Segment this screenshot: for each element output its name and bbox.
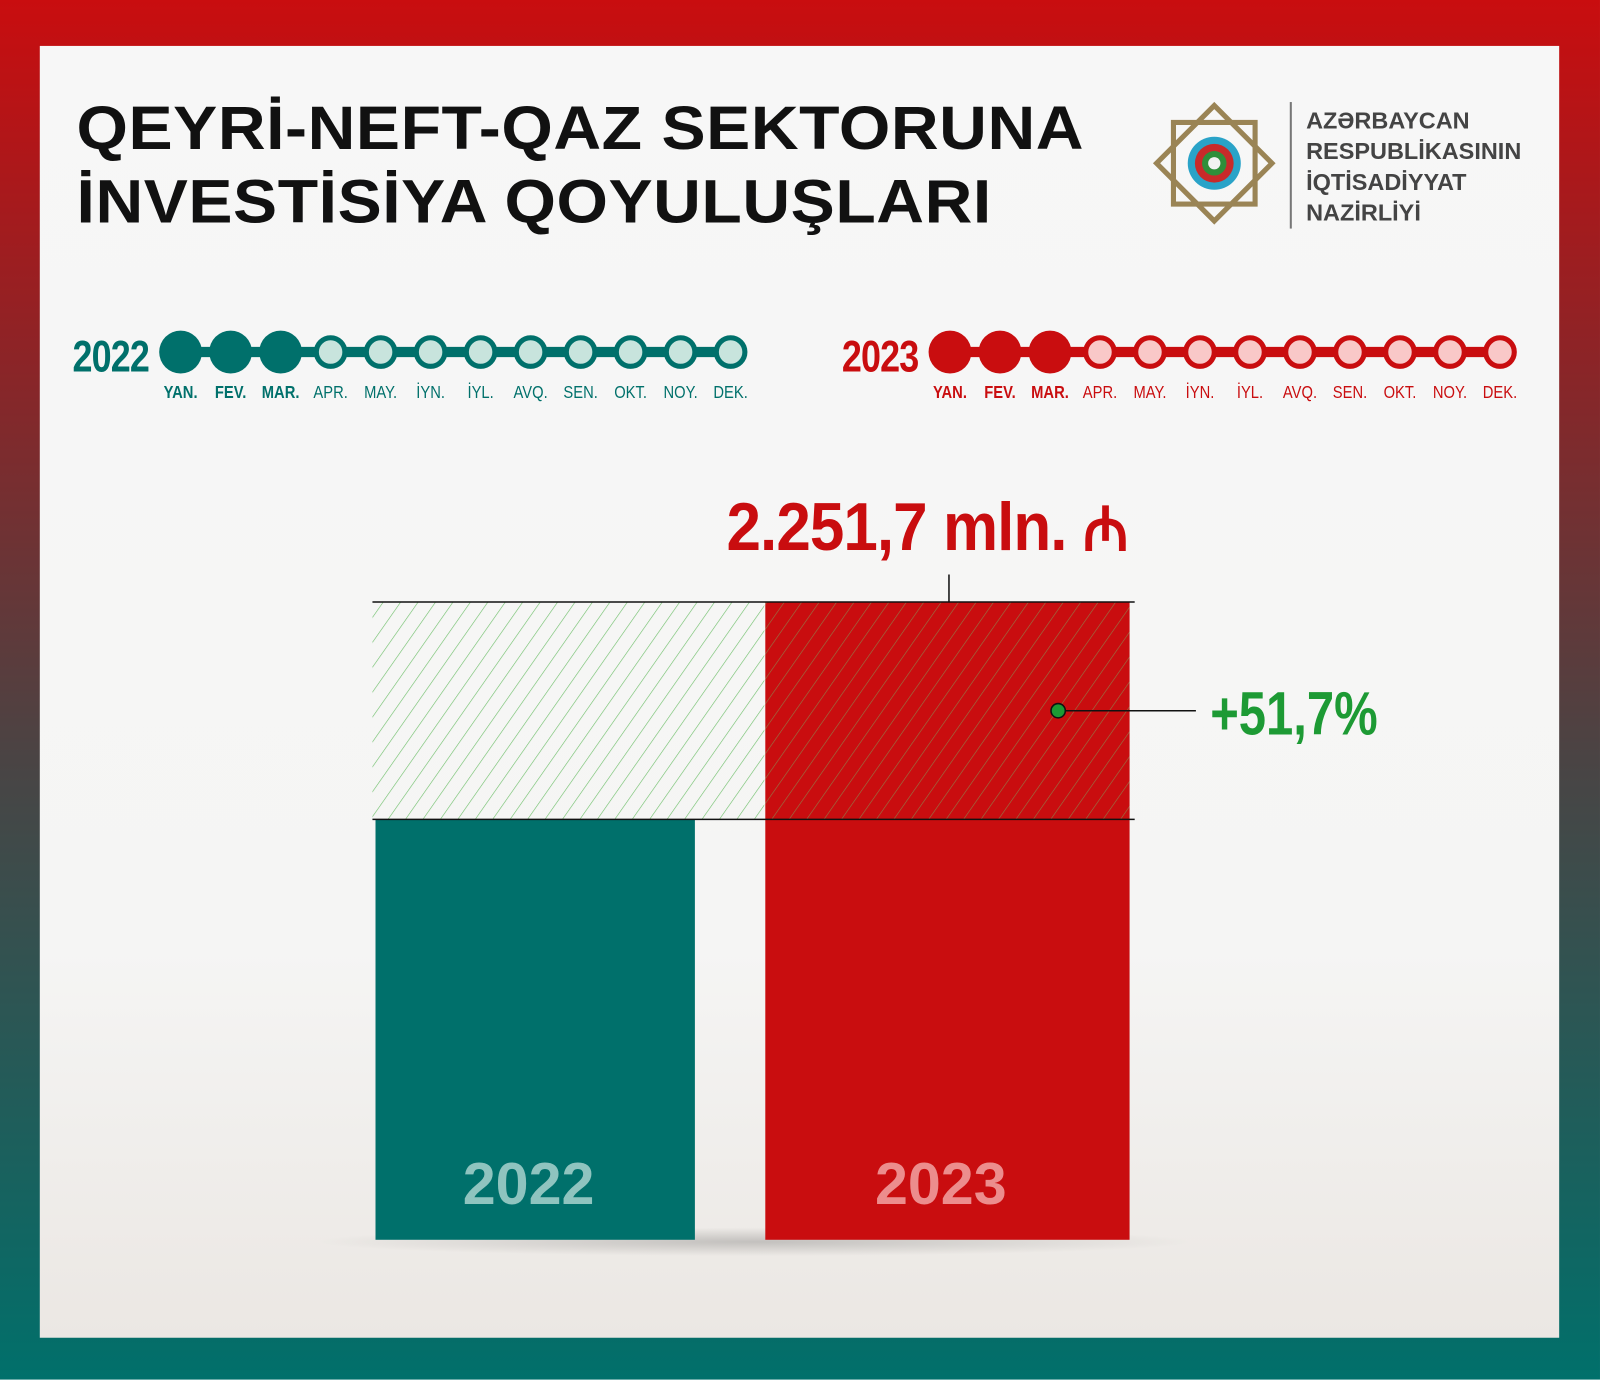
month-label: AVQ. [1282,382,1318,403]
title-line: İNVESTİSİYA QOYULUŞLARI [76,167,992,236]
bar-label-2023: 2023 [874,1151,1007,1218]
timeline-year: 2022 [72,331,150,382]
month-dot-filled [928,330,972,374]
month-label: AVQ. [513,382,548,403]
ministry-line: İQTİSADİYYAT [1306,168,1467,195]
month-dot-empty [563,335,598,369]
month-dot-empty [1283,335,1317,369]
logo-divider [1289,102,1292,229]
month-label: NOY. [1432,382,1468,403]
month-label: İYN. [1185,382,1215,403]
month-label: DEK. [713,382,748,403]
ministry-name: AZƏRBAYCAN RESPUBLİKASININ İQTİSADİYYAT … [1306,105,1521,227]
month-label: YAN. [933,382,967,403]
month-label: FEV. [984,382,1016,403]
month-dot-empty [713,335,748,369]
month-label: SEN. [563,382,598,403]
ministry-emblem-logo [1152,101,1276,225]
month-dot-empty [1483,335,1517,369]
month-label: MAY. [364,382,398,403]
month-label: OKT. [1383,382,1417,403]
growth-hatch-area [372,602,765,820]
month-dot-empty [463,335,498,369]
month-dot-empty [1333,335,1367,369]
timeline-track [928,330,1517,374]
month-dot-empty [313,335,348,369]
page-title: QEYRİ-NEFT-QAZ SEKTORUNA İNVESTİSİYA QOY… [77,92,1085,239]
month-dot-filled [978,330,1022,374]
timeline-year: 2023 [841,331,919,382]
month-label: YAN. [163,382,198,403]
infographic-panel: QEYRİ-NEFT-QAZ SEKTORUNA İNVESTİSİYA QOY… [39,45,1560,1338]
ministry-line: RESPUBLİKASININ [1306,137,1522,165]
growth-marker [1050,702,1067,719]
month-dot-empty [1233,335,1267,369]
value-label: 2.251,7 mln. ₼ [726,485,1129,569]
month-dot-filled [259,330,303,374]
bar-label-2022: 2022 [462,1151,595,1218]
month-label: APR. [1082,382,1118,403]
value-text: 2.251,7 mln. [726,488,1068,565]
growth-label: +51,7% [1210,679,1378,748]
month-dot-empty [663,335,698,369]
month-dot-empty [1433,335,1467,369]
ministry-line: NAZİRLİYİ [1306,198,1421,226]
month-label: SEN. [1332,382,1368,403]
month-label: OKT. [614,382,647,403]
month-label: İYL. [467,382,494,403]
month-dot-empty [413,335,448,369]
month-label: NOY. [663,382,698,403]
month-label: MAY. [1133,382,1167,403]
manat-icon: ₼ [1082,494,1129,564]
month-label: MAR. [261,382,300,403]
month-label: FEV. [214,382,247,403]
month-dot-empty [1083,335,1117,369]
month-dot-empty [1383,335,1417,369]
month-label: APR. [313,382,348,403]
bar-chart [315,574,1196,1257]
month-dot-empty [1133,335,1167,369]
month-dot-empty [363,335,398,369]
month-label: İYL. [1236,382,1264,403]
month-label: İYN. [416,382,445,403]
month-dot-empty [1183,335,1217,369]
month-dot-empty [513,335,548,369]
month-dot-filled [1028,330,1072,374]
month-label: MAR. [1031,382,1069,403]
ministry-line: AZƏRBAYCAN [1306,107,1470,134]
title-line: QEYRİ-NEFT-QAZ SEKTORUNA [76,93,1085,163]
timeline-track [159,330,748,374]
month-dot-filled [209,330,253,374]
month-dot-filled [159,330,203,374]
month-dot-empty [613,335,648,369]
month-label: DEK. [1482,382,1518,403]
bar-2022 [375,819,695,1240]
